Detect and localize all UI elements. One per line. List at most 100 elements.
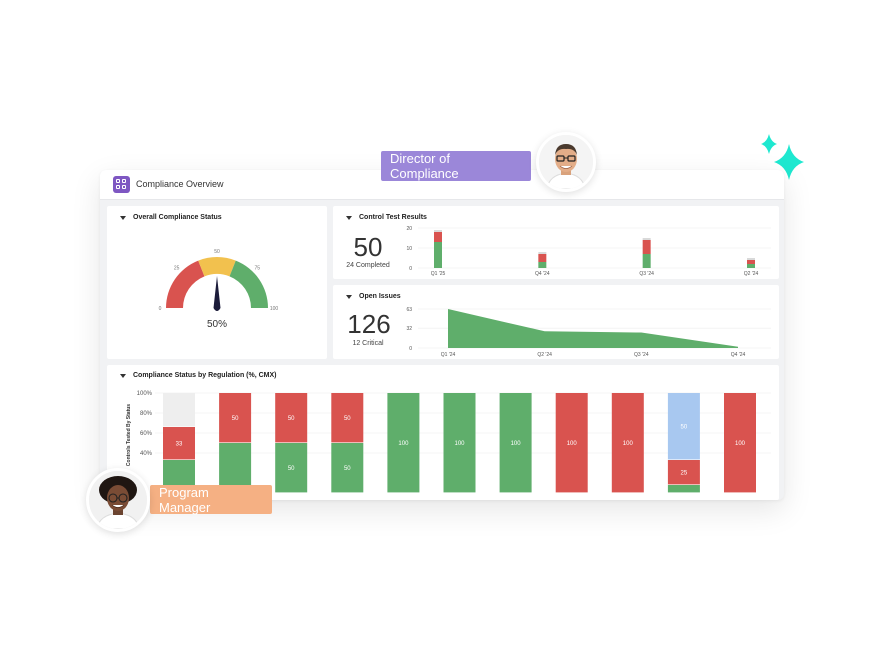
issues-critical: 12 Critical (352, 340, 384, 347)
bar-segment (642, 238, 651, 240)
control-test-chart: 0 10 20 Q1 '25 Q4 '24 Q3 '24 Q2 '24 (406, 226, 771, 277)
bar-segment (163, 393, 195, 427)
bar-segment (434, 232, 442, 242)
panel-title: Compliance Status by Regulation (%, CMX) (133, 372, 277, 379)
bar-data-label: 100 (511, 441, 522, 447)
gauge-needle (213, 276, 221, 311)
bar-segment (387, 393, 420, 493)
bar-segment (331, 393, 364, 443)
regulation-panel: Compliance Status by Regulation (%, CMX)… (107, 365, 779, 500)
y-tick-label: 63 (406, 307, 412, 313)
control-test-panel: Control Test Results 50 24 Completed 0 10… (333, 206, 779, 279)
dashboard-window: Compliance Overview Overall Compliance S… (100, 170, 784, 500)
y-tick-label: 100% (137, 391, 153, 397)
y-tick-label: 60% (140, 431, 153, 437)
bar-segment (275, 393, 308, 443)
collapse-caret-icon[interactable] (120, 373, 126, 378)
x-tick-label: Q1 '24 (441, 352, 456, 358)
gauge-segment-high (229, 260, 268, 308)
bar-segment (747, 258, 755, 260)
bar-segment (275, 443, 308, 493)
bar-segment (747, 260, 755, 264)
bar-segment (667, 485, 700, 493)
bar-segment (219, 443, 252, 493)
panel-title: Overall Compliance Status (133, 214, 222, 221)
bar-segment (434, 242, 442, 268)
y-tick-label: 0 (409, 346, 412, 352)
y-tick-label: 80% (140, 411, 153, 417)
x-tick-label: Q4 '24 (535, 271, 550, 277)
collapse-caret-icon[interactable] (346, 294, 352, 299)
gauge-tick-label: 75 (255, 266, 261, 272)
panel-title: Control Test Results (359, 214, 427, 221)
bar-data-label: 100 (398, 441, 409, 447)
y-tick-label: 10 (406, 246, 412, 252)
gauge-tick-label: 100 (270, 306, 279, 312)
bar-segment (434, 230, 442, 232)
panel-header[interactable]: Control Test Results (346, 214, 427, 221)
bar-data-label: 33 (176, 442, 183, 448)
bar-data-label: 50 (681, 425, 688, 431)
bar-segment (747, 264, 755, 268)
bar-data-label: 100 (567, 441, 578, 447)
bar-segment (331, 443, 364, 493)
gauge-segment-low (166, 260, 205, 308)
x-tick-label: Q3 '24 (639, 271, 654, 277)
collapse-caret-icon[interactable] (120, 215, 126, 220)
gauge-tick-label: 50 (214, 249, 220, 255)
director-tag: Director of Compliance (381, 151, 531, 181)
program-manager-tag: Program Manager (150, 484, 272, 515)
panel-header[interactable]: Compliance Status by Regulation (%, CMX) (120, 372, 277, 379)
regulation-chart: Controls Tested By Status 100% 80% 60% 40% 3… (126, 391, 771, 493)
open-issues-chart: 0 32 63 Q1 '24 Q2 '24 Q3 '24 Q4 '24 (406, 307, 771, 358)
bar-data-label: 50 (344, 416, 351, 422)
tests-completed: 24 Completed (346, 262, 390, 269)
bar-segment (538, 252, 547, 254)
bar-segment (555, 393, 588, 493)
y-axis-label: Controls Tested By Status (126, 404, 132, 466)
app-title: Compliance Overview (136, 179, 224, 189)
gauge-value: 50% (207, 319, 227, 330)
bar-segment (499, 393, 532, 493)
x-tick-label: Q3 '24 (634, 352, 649, 358)
bar-data-label: 100 (623, 441, 634, 447)
bar-data-label: 100 (454, 441, 465, 447)
issues-area (448, 309, 738, 348)
bar-segment (642, 254, 651, 268)
director-avatar (536, 132, 596, 192)
x-tick-label: Q2 '24 (537, 352, 552, 358)
program-manager-label: Program Manager (159, 484, 211, 515)
x-tick-label: Q1 '25 (431, 271, 446, 277)
compliance-gauge: 0 25 50 75 100 50% (159, 249, 279, 330)
gauge-tick-label: 25 (174, 266, 180, 272)
bar-data-label: 50 (344, 466, 351, 472)
gauge-segment-mid (198, 257, 236, 277)
bar-segment (538, 262, 547, 268)
bar-segment (724, 393, 756, 493)
panel-header[interactable]: Open Issues (346, 293, 401, 300)
bar-segment (163, 427, 195, 460)
x-tick-label: Q4 '24 (731, 352, 746, 358)
bar-data-label: 50 (288, 416, 295, 422)
bar-data-label: 100 (735, 441, 746, 447)
collapse-caret-icon[interactable] (346, 215, 352, 220)
bar-segment (611, 393, 644, 493)
y-tick-label: 32 (406, 326, 412, 332)
bar-segment (642, 240, 651, 254)
bar-segment (219, 393, 252, 443)
tests-total: 50 (353, 232, 383, 262)
bar-data-label: 50 (288, 466, 295, 472)
dashboard-icon (113, 176, 130, 193)
y-tick-label: 20 (406, 226, 412, 232)
bar-segment (667, 393, 700, 460)
panel-header[interactable]: Overall Compliance Status (120, 214, 222, 221)
bar-segment (443, 393, 476, 493)
y-tick-label: 0 (409, 266, 412, 272)
x-tick-label: Q2 '24 (744, 271, 759, 277)
y-tick-label: 40% (140, 451, 153, 457)
bar-data-label: 50 (232, 416, 239, 422)
director-label: Director of Compliance (390, 151, 459, 181)
bar-segment (667, 460, 700, 485)
bar-segment (538, 254, 547, 262)
panel-title: Open Issues (359, 293, 401, 300)
